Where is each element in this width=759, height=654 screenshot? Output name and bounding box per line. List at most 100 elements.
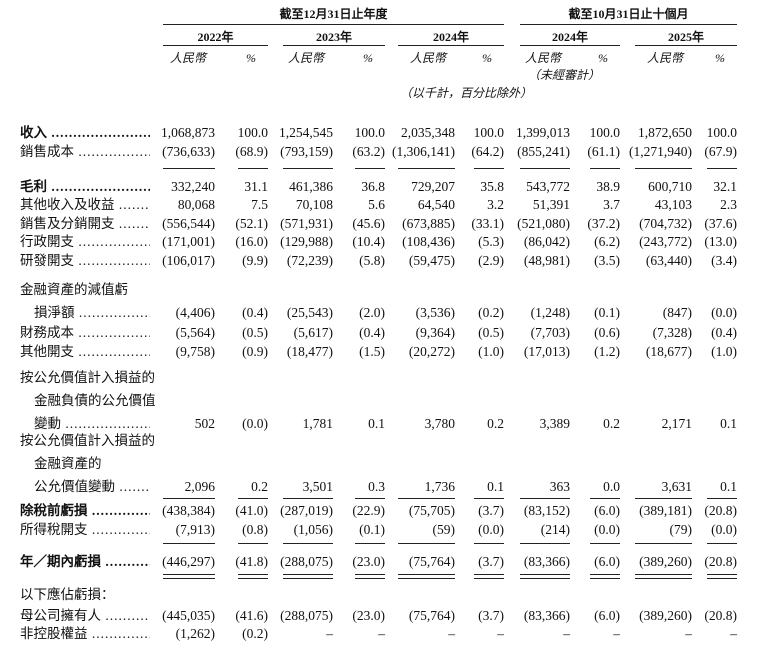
cell-value: (0.8) (242, 522, 268, 537)
cell-value: (1.5) (359, 344, 385, 359)
cell-value: 0.2 (487, 416, 504, 431)
cell-value: (446,297) (162, 554, 215, 569)
rule (520, 168, 570, 169)
cell-value: (0.2) (478, 305, 504, 320)
cell-value: (17,013) (523, 344, 570, 359)
rule (635, 45, 737, 46)
cell-value: (33.1) (471, 216, 504, 231)
cell-value: (63,440) (645, 253, 692, 268)
cell-value: (5,617) (293, 325, 333, 340)
row-label: 按公允價值計入損益的 (20, 370, 155, 385)
rule (238, 574, 268, 575)
cell-value: 70,108 (295, 197, 333, 212)
cell-value: (1.2) (594, 344, 620, 359)
cell-value: (10.4) (352, 234, 385, 249)
cell-value: (83,152) (523, 503, 570, 518)
cell-value: (3.5) (594, 253, 620, 268)
cell-value: (3,536) (415, 305, 455, 320)
cell-value: (0.6) (594, 325, 620, 340)
cell-value: (0.0) (711, 305, 737, 320)
rule (163, 574, 215, 575)
cell-value: – (497, 626, 504, 641)
rule (355, 574, 385, 575)
row-label: 除稅前虧損 (20, 503, 150, 519)
rule (474, 578, 504, 579)
unit-header: % (598, 51, 608, 65)
cell-value: 363 (549, 479, 570, 494)
cell-value: (7,703) (530, 325, 570, 340)
rule (520, 498, 570, 499)
cell-value: (13.0) (704, 234, 737, 249)
cell-value: 729,207 (411, 179, 455, 194)
cell-value: 3,389 (539, 416, 570, 431)
rule (707, 543, 737, 544)
cell-value: (445,035) (162, 608, 215, 623)
cell-value: (41.6) (235, 608, 268, 623)
cell-value: (61.1) (587, 144, 620, 159)
cell-value: 0.1 (368, 416, 385, 431)
unit-header: % (246, 51, 256, 65)
cell-value: (129,988) (280, 234, 333, 249)
rule (283, 168, 333, 169)
rule (590, 578, 620, 579)
cell-value: 0.0 (603, 479, 620, 494)
cell-value: (1,056) (293, 522, 333, 537)
rule (398, 574, 455, 575)
cell-value: – (326, 626, 333, 641)
cell-value: 5.6 (368, 197, 385, 212)
cell-value: (855,241) (517, 144, 570, 159)
cell-value: (75,764) (408, 554, 455, 569)
rule (474, 574, 504, 575)
cell-value: – (448, 626, 455, 641)
row-label: 損淨額 (34, 305, 150, 321)
row-label: 金融負債的公允價值 (34, 393, 156, 408)
cell-value: (48,981) (523, 253, 570, 268)
cell-value: (1.0) (711, 344, 737, 359)
cell-value: (16.0) (235, 234, 268, 249)
unaudited-note: （未經審計） (528, 68, 601, 82)
rule (283, 543, 333, 544)
cell-value: 3,780 (424, 416, 455, 431)
unit-header: 人民幣 (525, 51, 562, 65)
rule (520, 543, 570, 544)
cell-value: (0.0) (594, 522, 620, 537)
cell-value: 38.9 (596, 179, 620, 194)
cell-value: 100.0 (589, 125, 620, 140)
rule (590, 543, 620, 544)
rule (163, 543, 215, 544)
row-label: 以下應佔虧損： (20, 587, 115, 602)
cell-value: 0.1 (720, 479, 737, 494)
cell-value: (0.1) (359, 522, 385, 537)
rule (398, 543, 455, 544)
cell-value: (736,633) (162, 144, 215, 159)
row-label: 行政開支 (20, 234, 150, 250)
year-header: 2023年 (315, 30, 352, 44)
cell-value: (2.0) (359, 305, 385, 320)
cell-value: (79) (669, 522, 693, 537)
year-header: 2025年 (667, 30, 704, 44)
rule (398, 578, 455, 579)
cell-value: (25,543) (286, 305, 333, 320)
cell-value: (9,364) (415, 325, 455, 340)
row-label: 財務成本 (20, 325, 150, 341)
unit-header: 人民幣 (170, 51, 207, 65)
rule (355, 578, 385, 579)
cell-value: (288,075) (280, 554, 333, 569)
rule (635, 498, 692, 499)
cell-value: (243,772) (639, 234, 692, 249)
rule (398, 168, 455, 169)
row-label: 金融資產的減值虧 (20, 282, 128, 297)
rule (590, 574, 620, 575)
rule (355, 168, 385, 169)
row-label: 銷售成本 (20, 144, 150, 160)
unit-header: 人民幣 (647, 51, 684, 65)
row-label: 其他收入及收益 (20, 197, 150, 213)
cell-value: (0.0) (711, 522, 737, 537)
cell-value: 1,872,650 (638, 125, 692, 140)
rule (238, 543, 268, 544)
cell-value: 3.7 (603, 197, 620, 212)
cell-value: (86,042) (523, 234, 570, 249)
cell-value: (6.0) (594, 503, 620, 518)
cell-value: (214) (540, 522, 570, 537)
